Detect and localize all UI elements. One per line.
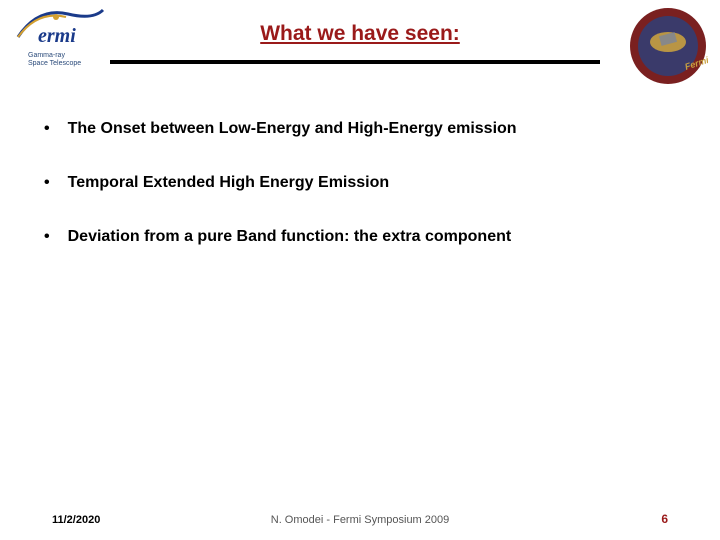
fermi-logo-subtitle: Gamma-ray Space Telescope	[28, 52, 81, 67]
bullet-item: • Deviation from a pure Band function: t…	[40, 228, 680, 246]
slide-title: What we have seen:	[0, 22, 720, 46]
bullet-item: • Temporal Extended High Energy Emission	[40, 174, 680, 192]
footer-page-number: 6	[661, 512, 668, 526]
title-underline-rule	[110, 60, 600, 64]
slide-footer: 11/2/2020 N. Omodei - Fermi Symposium 20…	[0, 506, 720, 526]
footer-author: N. Omodei - Fermi Symposium 2009	[0, 514, 720, 526]
slide-body: • The Onset between Low-Energy and High-…	[0, 90, 720, 246]
fermi-mission-badge: Fermi	[628, 6, 708, 86]
logo-sub-line2: Space Telescope	[28, 60, 81, 67]
logo-sub-line1: Gamma-ray	[28, 52, 65, 59]
bullet-dot-icon: •	[44, 174, 50, 192]
bullet-dot-icon: •	[44, 120, 50, 138]
bullet-text: The Onset between Low-Energy and High-En…	[68, 120, 517, 138]
bullet-text: Deviation from a pure Band function: the…	[68, 228, 512, 246]
bullet-item: • The Onset between Low-Energy and High-…	[40, 120, 680, 138]
bullet-dot-icon: •	[44, 228, 50, 246]
bullet-text: Temporal Extended High Energy Emission	[68, 174, 390, 192]
slide-header: ermi Gamma-ray Space Telescope What we h…	[0, 0, 720, 90]
